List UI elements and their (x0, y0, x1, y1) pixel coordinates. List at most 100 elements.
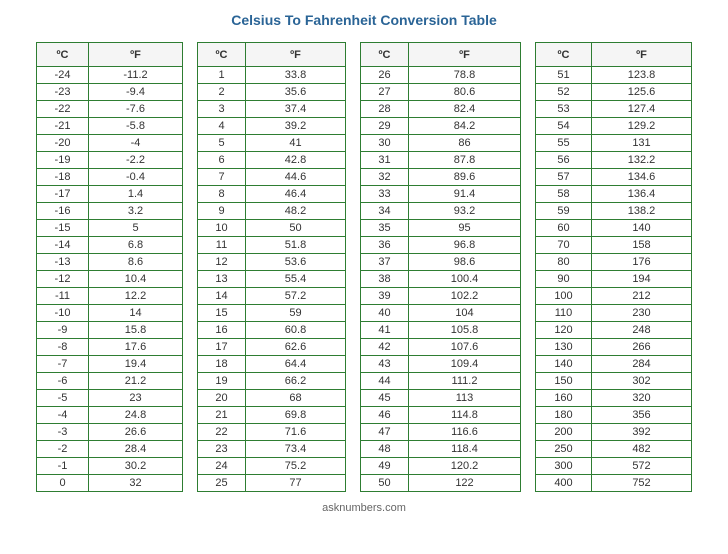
table-row: 2169.8 (198, 407, 346, 424)
cell-celsius: -24 (37, 67, 89, 84)
header-fahrenheit: ºF (89, 43, 183, 67)
table-row: 50122 (361, 475, 521, 492)
cell-celsius: 250 (536, 441, 592, 458)
table-row: -18-0.4 (37, 169, 183, 186)
cell-celsius: 7 (198, 169, 246, 186)
header-celsius: ºC (37, 43, 89, 67)
cell-fahrenheit: 57.2 (246, 288, 346, 305)
cell-celsius: 43 (361, 356, 409, 373)
table-row: 1966.2 (198, 373, 346, 390)
table-row: 39102.2 (361, 288, 521, 305)
table-row: 3595 (361, 220, 521, 237)
table-row: 90194 (536, 271, 692, 288)
table-body-2: 133.8235.6337.4439.2541642.8744.6846.494… (198, 67, 346, 492)
cell-fahrenheit: 98.6 (409, 254, 521, 271)
cell-fahrenheit: 105.8 (409, 322, 521, 339)
cell-celsius: 50 (361, 475, 409, 492)
table-row: 235.6 (198, 84, 346, 101)
table-row: 130266 (536, 339, 692, 356)
cell-fahrenheit: 24.8 (89, 407, 183, 424)
cell-fahrenheit: 78.8 (409, 67, 521, 84)
cell-celsius: 28 (361, 101, 409, 118)
table-row: 1559 (198, 305, 346, 322)
cell-fahrenheit: 176 (592, 254, 692, 271)
table-body-1: -24-11.2-23-9.4-22-7.6-21-5.8-20-4-19-2.… (37, 67, 183, 492)
table-row: -719.4 (37, 356, 183, 373)
table-row: 2678.8 (361, 67, 521, 84)
cell-celsius: 10 (198, 220, 246, 237)
conversion-table-group-3: ºC ºF 2678.82780.62882.42984.230863187.8… (360, 42, 521, 492)
cell-fahrenheit: 33.8 (246, 67, 346, 84)
cell-celsius: 80 (536, 254, 592, 271)
cell-fahrenheit: 102.2 (409, 288, 521, 305)
cell-celsius: 160 (536, 390, 592, 407)
cell-fahrenheit: 114.8 (409, 407, 521, 424)
cell-fahrenheit: 96.8 (409, 237, 521, 254)
header-celsius: ºC (361, 43, 409, 67)
cell-fahrenheit: 284 (592, 356, 692, 373)
cell-celsius: 1 (198, 67, 246, 84)
cell-fahrenheit: 55.4 (246, 271, 346, 288)
table-row: 43109.4 (361, 356, 521, 373)
table-row: 3798.6 (361, 254, 521, 271)
cell-fahrenheit: 19.4 (89, 356, 183, 373)
table-row: -163.2 (37, 203, 183, 220)
cell-fahrenheit: 66.2 (246, 373, 346, 390)
cell-fahrenheit: 59 (246, 305, 346, 322)
cell-celsius: 21 (198, 407, 246, 424)
cell-celsius: -10 (37, 305, 89, 322)
table-row: 3696.8 (361, 237, 521, 254)
cell-fahrenheit: 51.8 (246, 237, 346, 254)
table-row: 46114.8 (361, 407, 521, 424)
table-row: 2475.2 (198, 458, 346, 475)
cell-fahrenheit: 84.2 (409, 118, 521, 135)
cell-fahrenheit: 158 (592, 237, 692, 254)
header-fahrenheit: ºF (246, 43, 346, 67)
table-row: 54129.2 (536, 118, 692, 135)
cell-celsius: 130 (536, 339, 592, 356)
cell-celsius: 55 (536, 135, 592, 152)
cell-fahrenheit: 10.4 (89, 271, 183, 288)
cell-fahrenheit: 6.8 (89, 237, 183, 254)
cell-fahrenheit: 8.6 (89, 254, 183, 271)
table-row: 38100.4 (361, 271, 521, 288)
cell-fahrenheit: 1.4 (89, 186, 183, 203)
cell-celsius: 200 (536, 424, 592, 441)
cell-celsius: -15 (37, 220, 89, 237)
cell-fahrenheit: 752 (592, 475, 692, 492)
cell-fahrenheit: 41 (246, 135, 346, 152)
conversion-table-group-2: ºC ºF 133.8235.6337.4439.2541642.8744.68… (197, 42, 346, 492)
cell-celsius: 11 (198, 237, 246, 254)
table-row: -326.6 (37, 424, 183, 441)
table-row: 2882.4 (361, 101, 521, 118)
cell-fahrenheit: 212 (592, 288, 692, 305)
cell-celsius: 35 (361, 220, 409, 237)
table-row: 3187.8 (361, 152, 521, 169)
table-header-row: ºC ºF (198, 43, 346, 67)
table-row: -138.6 (37, 254, 183, 271)
cell-celsius: 110 (536, 305, 592, 322)
cell-fahrenheit: -0.4 (89, 169, 183, 186)
cell-celsius: 39 (361, 288, 409, 305)
table-header-row: ºC ºF (536, 43, 692, 67)
cell-celsius: -9 (37, 322, 89, 339)
table-row: 2271.6 (198, 424, 346, 441)
cell-fahrenheit: 64.4 (246, 356, 346, 373)
table-row: 337.4 (198, 101, 346, 118)
cell-celsius: 140 (536, 356, 592, 373)
cell-fahrenheit: 100.4 (409, 271, 521, 288)
cell-fahrenheit: 572 (592, 458, 692, 475)
cell-fahrenheit: 230 (592, 305, 692, 322)
cell-fahrenheit: -11.2 (89, 67, 183, 84)
table-row: 58136.4 (536, 186, 692, 203)
cell-celsius: 90 (536, 271, 592, 288)
cell-celsius: 36 (361, 237, 409, 254)
cell-fahrenheit: 23 (89, 390, 183, 407)
cell-celsius: 5 (198, 135, 246, 152)
cell-fahrenheit: 248 (592, 322, 692, 339)
table-header-row: ºC ºF (361, 43, 521, 67)
cell-celsius: 38 (361, 271, 409, 288)
cell-fahrenheit: 113 (409, 390, 521, 407)
table-row: 200392 (536, 424, 692, 441)
cell-celsius: -19 (37, 152, 89, 169)
